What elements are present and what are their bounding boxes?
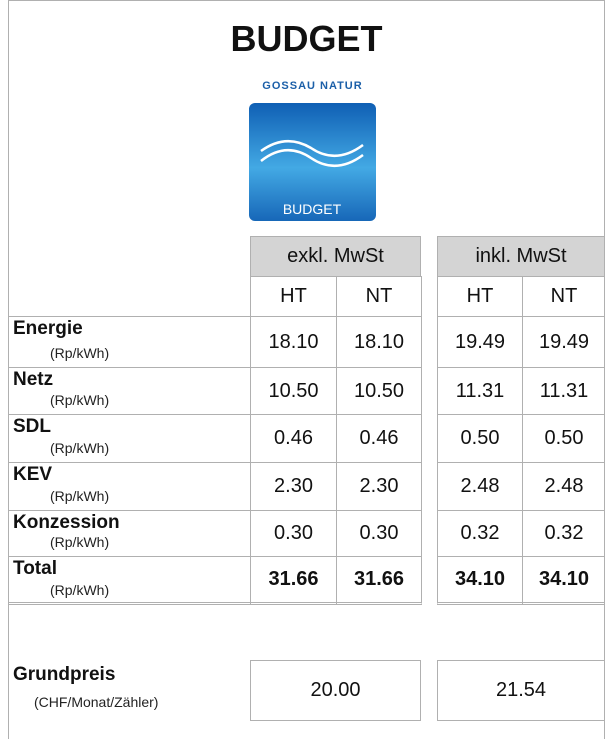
logo: BUDGET: [249, 103, 376, 221]
row-unit: (Rp/kWh): [50, 488, 110, 504]
row-unit: (Rp/kWh): [50, 345, 110, 361]
logo-wave: [260, 140, 364, 157]
value-cell: 20.00: [250, 660, 421, 721]
value-cell: 2.48: [437, 462, 523, 511]
group-header: inkl. MwSt: [437, 236, 605, 277]
title: BUDGET: [230, 18, 383, 59]
value-cell: 2.30: [250, 462, 337, 511]
row-label: Total: [13, 558, 57, 579]
value-cell: 0.50: [522, 414, 605, 463]
value-cell: 0.46: [250, 414, 337, 463]
row-label: SDL: [13, 416, 51, 437]
sub-header: NT: [336, 276, 422, 317]
value-cell: 21.54: [437, 660, 605, 721]
value-cell: 19.49: [522, 316, 605, 368]
logo-brand: GOSSAU NATUR: [262, 80, 363, 92]
row-unit: (Rp/kWh): [50, 392, 110, 408]
value-cell: 0.50: [437, 414, 523, 463]
row-label: Konzession: [13, 512, 120, 533]
row-label: Netz: [13, 369, 54, 390]
value-cell: 0.32: [437, 510, 523, 557]
logo-wave: [260, 149, 364, 167]
value-cell: 18.10: [336, 316, 422, 368]
row-unit: (CHF/Monat/Zähler): [34, 694, 159, 710]
value-cell: 18.10: [250, 316, 337, 368]
value-cell: 0.30: [250, 510, 337, 557]
value-cell: 0.32: [522, 510, 605, 557]
value-cell: 31.66: [336, 556, 422, 605]
value-cell: 11.31: [522, 367, 605, 415]
value-cell: 34.10: [522, 556, 605, 605]
value-cell: 34.10: [437, 556, 523, 605]
sub-header: NT: [522, 276, 605, 317]
group-header: exkl. MwSt: [250, 236, 421, 277]
value-cell: 10.50: [336, 367, 422, 415]
value-cell: 2.48: [522, 462, 605, 511]
value-cell: 0.30: [336, 510, 422, 557]
row-label: Energie: [13, 318, 83, 339]
sub-header: HT: [437, 276, 523, 317]
value-cell: 2.30: [336, 462, 422, 511]
value-cell: 19.49: [437, 316, 523, 368]
value-cell: 11.31: [437, 367, 523, 415]
value-cell: 31.66: [250, 556, 337, 605]
value-cell: 0.46: [336, 414, 422, 463]
row-unit: (Rp/kWh): [50, 582, 110, 598]
row-unit: (Rp/kWh): [50, 440, 110, 456]
row-label: KEV: [13, 464, 53, 485]
value-cell: 10.50: [250, 367, 337, 415]
logo-label: BUDGET: [283, 201, 342, 217]
row-unit: (Rp/kWh): [50, 534, 110, 550]
logo-bg: [249, 103, 376, 221]
row-label: Grundpreis: [13, 664, 116, 685]
sub-header: HT: [250, 276, 337, 317]
